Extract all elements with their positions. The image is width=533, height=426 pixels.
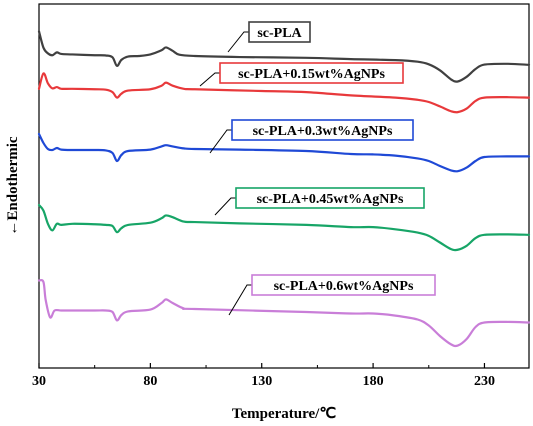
x-tick-label-4: 180: [363, 374, 384, 389]
x-tick-label-2: 80: [143, 374, 157, 389]
series-line-5: [37, 279, 531, 348]
plot-frame: [38, 3, 530, 369]
legend-label-1: sc-PLA: [257, 26, 302, 41]
legend-label-4: sc-PLA+0.45wt%AgNPs: [257, 192, 404, 207]
legend-connector-5: [228, 284, 252, 316]
x-tick-label-3: 130: [251, 374, 272, 389]
legend-box-1: [248, 21, 311, 43]
x-axis-title: Temperature/℃: [232, 406, 336, 422]
legend-label-3: sc-PLA+0.3wt%AgNPs: [253, 124, 393, 139]
legend-connector-1: [227, 31, 249, 53]
x-tick-layer: 30 80 130 180 230: [32, 363, 495, 389]
legend-connector-4: [214, 197, 236, 216]
legend-label-2: sc-PLA+0.15wt%AgNPs: [238, 67, 385, 82]
x-tick-label-1: 30: [32, 374, 46, 389]
legend-connector-2: [199, 72, 220, 87]
y-axis-title: ←Endothermic: [5, 136, 21, 236]
legend-connector-3: [209, 129, 232, 154]
series-layer: [37, 30, 531, 348]
series-line-1: [37, 30, 531, 83]
series-line-2: [37, 72, 531, 114]
legend-box-2: [219, 62, 404, 84]
legend-box-5: [251, 274, 436, 296]
legend-layer: sc-PLA sc-PLA+0.15wt%AgNPs sc-PLA+0.3wt%Ag…: [199, 21, 436, 316]
series-line-3: [37, 132, 531, 173]
legend-label-5: sc-PLA+0.6wt%AgNPs: [274, 279, 414, 294]
series-line-4: [37, 204, 531, 252]
legend-box-4: [235, 187, 425, 209]
x-tick-label-5: 230: [474, 374, 495, 389]
legend-box-3: [231, 119, 414, 141]
